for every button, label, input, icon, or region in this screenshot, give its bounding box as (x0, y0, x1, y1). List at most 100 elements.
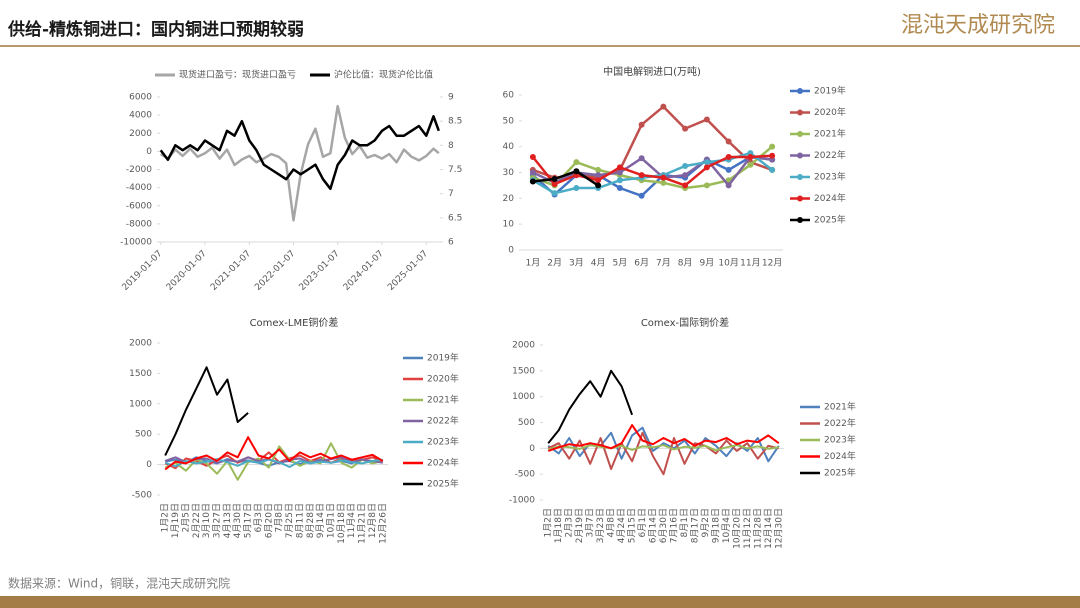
point (551, 190, 558, 197)
point (573, 168, 580, 175)
point (529, 169, 536, 176)
x-tick-label: 6月1日 (637, 508, 648, 537)
series-line (547, 431, 780, 476)
y-tick-label: -8000 (126, 219, 152, 229)
legend-label: 2024年 (814, 192, 846, 204)
point (725, 154, 732, 160)
point (682, 182, 689, 189)
series-line (547, 444, 779, 452)
x-tick-label: 4月 (591, 258, 606, 269)
point (638, 192, 645, 199)
x-tick-label: 2019-01-07 (121, 249, 165, 293)
x-tick-label: 6月20日 (263, 503, 274, 538)
x-tick-label: 5月17日 (243, 503, 254, 538)
y-tick-label: 500 (518, 418, 535, 428)
x-tick-label: 4月30日 (232, 503, 243, 538)
x-tick-label: 12月14日 (763, 508, 774, 549)
series-line (532, 155, 773, 187)
legend-label: 2025年 (814, 214, 846, 226)
x-tick-label: 9月2日 (700, 508, 711, 537)
x-tick-label: 11月4日 (346, 503, 357, 538)
y-tick-label: 0 (146, 460, 152, 470)
x-tick-label: 9月18日 (710, 508, 721, 543)
point (769, 166, 776, 173)
x-tick-label: 2024-01-07 (342, 249, 386, 293)
x-tick-label: 2月22日 (191, 503, 202, 538)
y2-tick-label: 8.5 (448, 117, 462, 127)
legend-marker (797, 174, 803, 180)
x-tick-label: 1月2日 (160, 503, 171, 532)
x-tick-label: 4月8日 (606, 508, 617, 537)
y-tick-label: 20 (503, 194, 515, 204)
y-tick-label: 6000 (129, 93, 152, 103)
y-tick-label: 2000 (129, 339, 152, 349)
point (660, 103, 667, 110)
x-tick-label: 2月19日 (574, 508, 585, 543)
series-line (532, 155, 773, 198)
point (682, 163, 689, 170)
footer-bar (0, 596, 1080, 608)
y-tick-label: -500 (132, 491, 153, 501)
x-tick-label: 12月26日 (377, 503, 388, 544)
x-tick-label: 7月8日 (274, 503, 285, 532)
point (703, 164, 710, 171)
legend-label: 2022年 (814, 149, 846, 161)
point (725, 182, 732, 189)
x-tick-label: 8月 (678, 258, 693, 269)
x-tick-label: 10月 (718, 258, 738, 269)
y-tick-label: -1000 (509, 496, 535, 506)
point (682, 125, 689, 132)
series-line (547, 369, 634, 444)
legend-label: 2022年 (427, 415, 459, 427)
point (660, 179, 667, 186)
legend-label: 2021年 (824, 401, 856, 413)
series-line (160, 104, 440, 222)
legend-label: 现货进口盈亏：现货进口盈亏 (179, 69, 296, 81)
series-line (532, 145, 773, 190)
x-tick-label: 5月15日 (627, 508, 638, 543)
x-tick-label: 3月 (569, 258, 584, 269)
slide-title: 供给-精炼铜进口：国内铜进口预期较弱 (7, 19, 304, 40)
y-tick-label: 0 (146, 147, 152, 157)
y-tick-label: 60 (503, 91, 515, 101)
y-tick-label: 0 (508, 246, 514, 256)
chart-title: Comex-LME铜价差 (250, 316, 339, 329)
point (769, 152, 776, 159)
series-line (547, 424, 780, 452)
legend-marker (797, 109, 803, 116)
point (595, 166, 602, 173)
legend-marker (797, 88, 803, 94)
x-tick-label: 5月 (613, 258, 628, 269)
legend-label: 2020年 (814, 106, 846, 118)
point (551, 175, 558, 182)
y-tick-label: 40 (503, 142, 515, 152)
y-tick-label: 2000 (129, 129, 152, 139)
chart-title: Comex-国际铜价差 (641, 316, 729, 329)
y-tick-label: -10000 (120, 238, 152, 248)
x-tick-label: 2月3日 (564, 508, 575, 537)
x-tick-label: 1月18日 (553, 508, 564, 543)
x-tick-label: 8月1日 (679, 508, 690, 537)
y-tick-label: 1500 (129, 369, 152, 379)
x-tick-label: 6月3日 (253, 503, 264, 532)
x-tick-label: 8月28日 (305, 503, 316, 538)
x-tick-label: 10月18日 (336, 503, 347, 544)
y-tick-label: 2000 (512, 341, 535, 351)
y-tick-label: -2000 (126, 165, 152, 175)
point (616, 169, 623, 176)
point (747, 154, 754, 160)
x-tick-label: 3月7日 (585, 508, 596, 537)
point (638, 155, 645, 162)
x-tick-label: 1月19日 (170, 503, 181, 538)
point (595, 182, 602, 189)
y-tick-label: 500 (135, 430, 152, 440)
series-line (164, 436, 384, 471)
y-tick-label: -6000 (126, 201, 152, 211)
y-tick-label: 10 (503, 220, 515, 230)
y-tick-label: -4000 (126, 183, 152, 193)
source-note: 数据来源：Wind，铜联，混沌天成研究院 (8, 576, 230, 591)
y2-tick-label: 7 (448, 189, 454, 199)
x-tick-label: 9月14日 (315, 503, 326, 538)
logo: 混沌天成研究院 (901, 13, 1055, 38)
legend-marker (797, 131, 803, 137)
